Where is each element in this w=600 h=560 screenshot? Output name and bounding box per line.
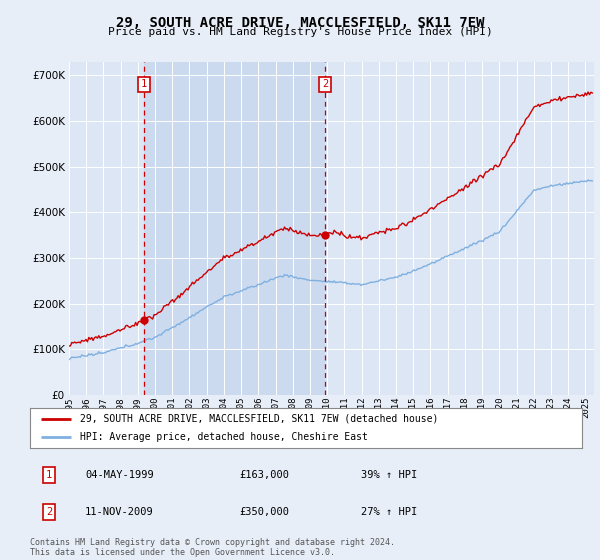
Text: 27% ↑ HPI: 27% ↑ HPI bbox=[361, 507, 418, 517]
Text: £163,000: £163,000 bbox=[240, 470, 290, 480]
Text: Price paid vs. HM Land Registry's House Price Index (HPI): Price paid vs. HM Land Registry's House … bbox=[107, 27, 493, 37]
Bar bbox=[144, 62, 325, 395]
Text: 29, SOUTH ACRE DRIVE, MACCLESFIELD, SK11 7EW: 29, SOUTH ACRE DRIVE, MACCLESFIELD, SK11… bbox=[116, 16, 484, 30]
Text: 39% ↑ HPI: 39% ↑ HPI bbox=[361, 470, 418, 480]
Text: 2: 2 bbox=[46, 507, 52, 517]
Text: 04-MAY-1999: 04-MAY-1999 bbox=[85, 470, 154, 480]
Text: Contains HM Land Registry data © Crown copyright and database right 2024.
This d: Contains HM Land Registry data © Crown c… bbox=[30, 538, 395, 557]
Text: 29, SOUTH ACRE DRIVE, MACCLESFIELD, SK11 7EW (detached house): 29, SOUTH ACRE DRIVE, MACCLESFIELD, SK11… bbox=[80, 414, 438, 423]
Text: HPI: Average price, detached house, Cheshire East: HPI: Average price, detached house, Ches… bbox=[80, 432, 368, 442]
Text: 1: 1 bbox=[141, 80, 147, 90]
Text: 11-NOV-2009: 11-NOV-2009 bbox=[85, 507, 154, 517]
Text: 1: 1 bbox=[46, 470, 52, 480]
Text: £350,000: £350,000 bbox=[240, 507, 290, 517]
Text: 2: 2 bbox=[322, 80, 328, 90]
